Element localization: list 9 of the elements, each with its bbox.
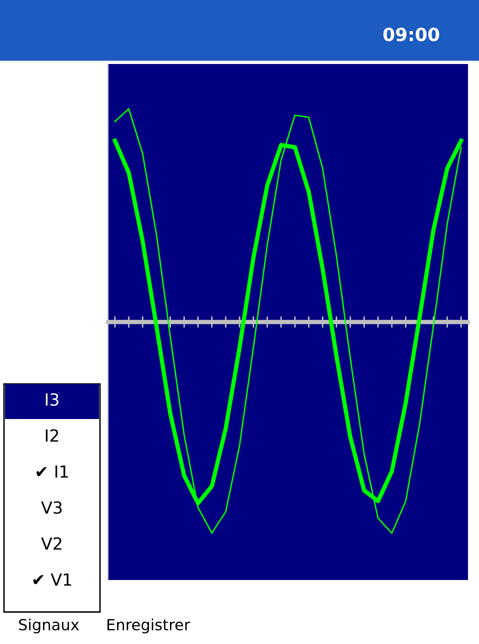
text: ✔ V1 [33,573,72,586]
text: 09:00 [383,28,440,42]
text: V3 [41,501,62,514]
text: I2 [46,429,58,442]
text: Enregistrer [108,618,190,634]
text: V2 [41,537,62,550]
text: ✔ I1 [36,465,68,478]
text: I3 [46,393,58,406]
text: Signaux [19,618,79,634]
